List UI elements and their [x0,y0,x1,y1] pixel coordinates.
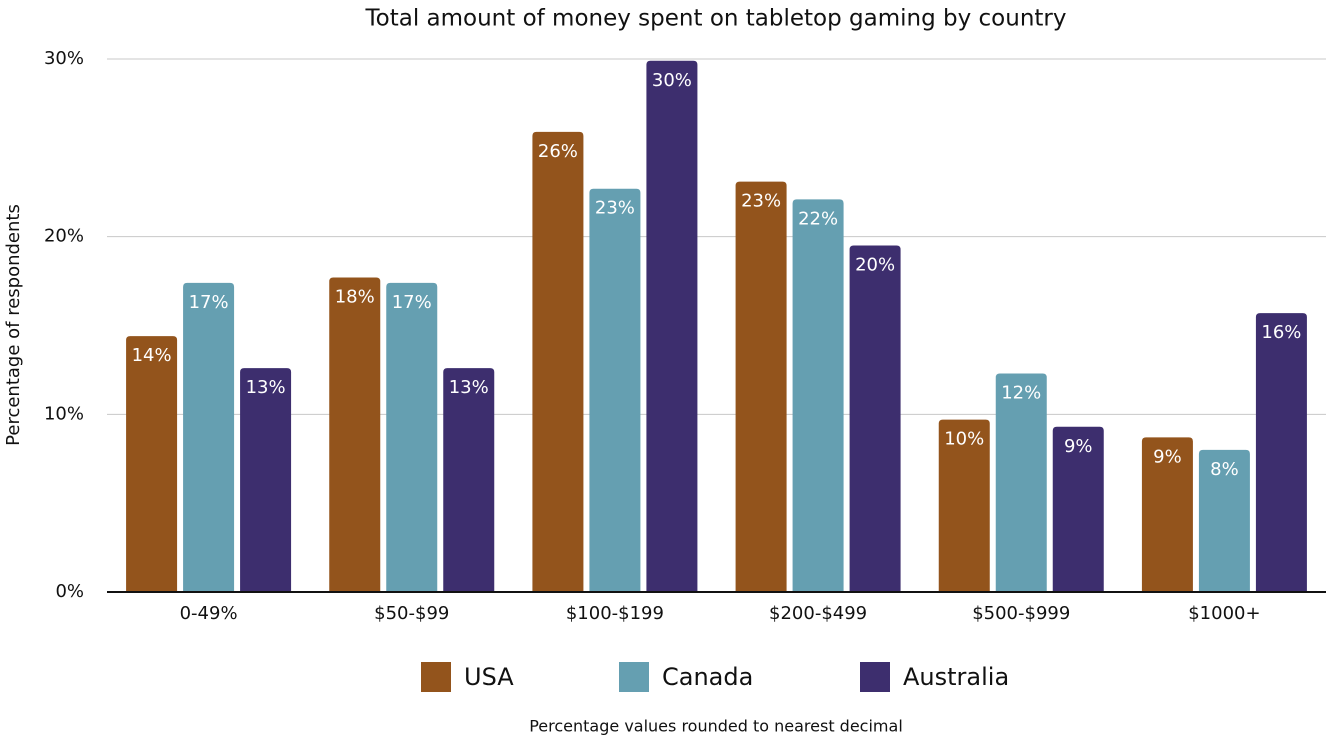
bar [1255,313,1307,592]
value-label: 9% [1153,446,1182,467]
y-tick-label: 10% [44,403,84,424]
value-label: 14% [132,345,172,366]
x-tick-label: $500-$999 [972,603,1070,624]
value-label: 9% [1064,436,1093,457]
bar [646,60,698,592]
value-label: 13% [246,377,286,398]
bar [532,131,584,593]
x-tick-label: $200-$499 [769,603,867,624]
legend-label: Canada [662,663,753,691]
bar [938,419,990,592]
value-label: 18% [335,287,375,308]
bar [1052,426,1104,592]
value-label: 10% [944,429,984,450]
value-label: 17% [189,292,229,313]
value-label: 30% [652,70,692,91]
value-label: 22% [798,208,838,229]
value-label: 13% [449,377,489,398]
x-tick-label: 0-49% [180,603,238,624]
footnote: Percentage values rounded to nearest dec… [529,717,903,736]
x-tick-label: $50-$99 [374,603,449,624]
bar [995,373,1047,592]
legend-swatch [619,662,649,692]
value-label: 20% [855,255,895,276]
y-tick-label: 0% [55,581,84,602]
y-tick-label: 20% [44,226,84,247]
legend-label: USA [464,663,514,691]
chart-title: Total amount of money spent on tabletop … [365,6,1067,32]
value-label: 23% [741,191,781,212]
bar [1141,437,1193,592]
value-label: 17% [392,292,432,313]
bar [183,282,235,592]
x-tick-label: $100-$199 [566,603,664,624]
value-label: 16% [1261,322,1301,343]
legend-label: Australia [903,663,1009,691]
y-axis-label: Percentage of respondents [3,204,24,446]
legend-swatch [421,662,451,692]
bar [126,336,178,592]
bar [792,199,844,592]
bar [240,368,292,592]
bar [849,245,901,593]
bar [1198,449,1250,592]
bar [589,188,641,593]
bar [443,368,495,592]
y-tick-label: 30% [44,48,84,69]
bar [735,181,787,592]
value-label: 23% [595,198,635,219]
x-tick-label: $1000+ [1188,603,1260,624]
legend-swatch [860,662,890,692]
value-label: 12% [1001,382,1041,403]
bar [329,277,381,592]
value-label: 26% [538,141,578,162]
value-label: 8% [1210,459,1239,480]
bar [386,282,438,592]
